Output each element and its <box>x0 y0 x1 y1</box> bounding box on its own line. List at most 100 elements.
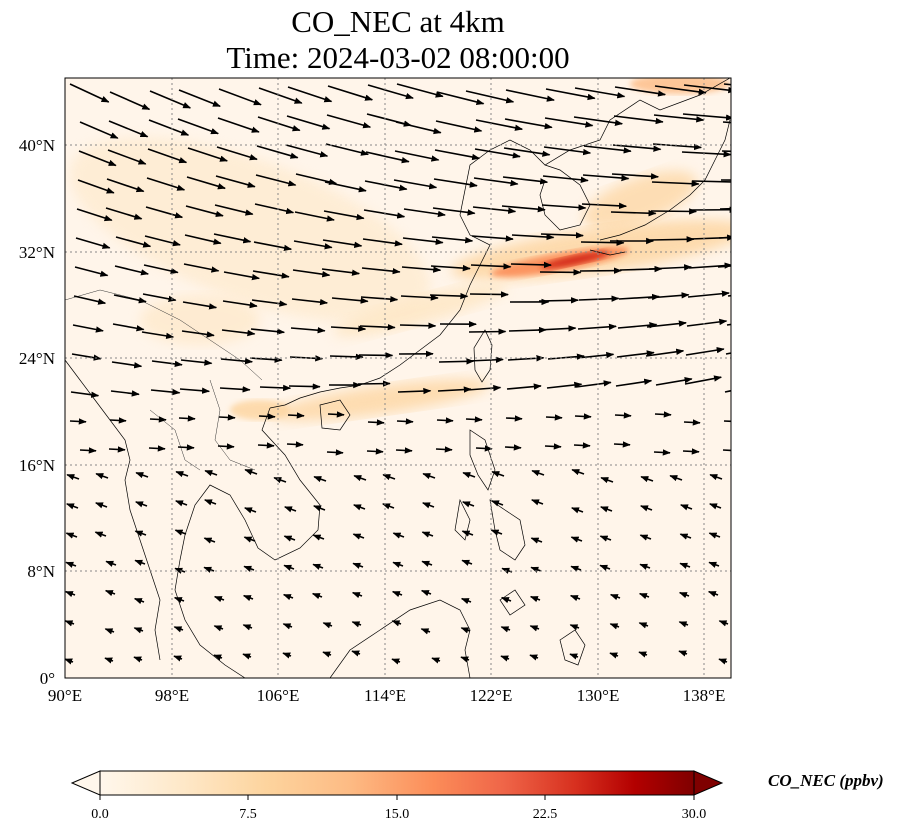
wind-vector-arrow <box>538 297 579 304</box>
wind-vector-arrow <box>649 236 695 243</box>
colorbar-title: CO_NEC (ppbv) <box>768 771 884 790</box>
x-tick-label: 122°E <box>470 686 513 705</box>
wind-vector-arrow <box>363 209 406 219</box>
wind-vector-arrow <box>287 86 333 103</box>
wind-vector-arrow <box>437 386 472 393</box>
wind-vector-arrow <box>353 474 367 482</box>
wind-vector-arrow <box>612 144 662 152</box>
wind-vector-arrow <box>431 657 441 664</box>
wind-vector-arrow <box>640 505 653 512</box>
wind-vector-arrow <box>460 656 470 663</box>
wind-vector-arrow <box>286 441 304 448</box>
wind-vector-arrow <box>613 441 631 448</box>
wind-vector-arrow <box>638 592 650 600</box>
wind-vector-arrow <box>135 471 149 479</box>
wind-vector-arrow <box>175 500 188 507</box>
wind-vector-arrow <box>325 143 369 156</box>
wind-vector-arrow <box>177 118 219 135</box>
wind-vector-arrow <box>504 118 553 130</box>
wind-vector-arrow <box>726 323 731 326</box>
wind-vector-arrow <box>322 239 363 248</box>
wind-vector-arrow <box>254 203 295 215</box>
wind-vector-arrow <box>429 292 469 300</box>
wind-vector-arrow <box>292 269 331 278</box>
wind-vector-arrow <box>150 388 181 396</box>
wind-vector-arrow <box>471 235 514 242</box>
wind-vector-arrow <box>258 413 276 420</box>
wind-vector-arrow <box>95 472 109 480</box>
wind-vector-arrow <box>682 448 700 455</box>
wind-vector-arrow <box>610 209 657 217</box>
wind-vector-arrow <box>285 144 329 158</box>
wind-vector-arrow <box>295 173 338 185</box>
wind-vector-arrow <box>321 268 360 276</box>
wind-vector-arrow <box>359 323 396 331</box>
wind-vector-arrow <box>683 419 701 426</box>
x-axis-tick-labels: 90°E 98°E 106°E 114°E 122°E 130°E 138°E <box>48 686 725 705</box>
wind-vector-arrow <box>645 348 685 357</box>
x-tick-label: 138°E <box>683 686 726 705</box>
wind-vector-arrow <box>180 359 213 366</box>
wind-vector-arrow <box>293 240 333 250</box>
wind-vector-arrow <box>500 596 512 604</box>
wind-vector-arrow <box>678 591 690 599</box>
x-tick-label: 98°E <box>155 686 189 705</box>
wind-vector-arrow <box>324 181 367 193</box>
wind-vector-arrow <box>149 416 167 423</box>
wind-vector-arrow <box>640 475 654 483</box>
wind-vector-arrow <box>147 148 188 164</box>
wind-vector-arrow <box>681 151 731 158</box>
wind-vector-arrow <box>545 88 596 101</box>
wind-vector-arrow <box>173 626 184 633</box>
wind-vector-arrow <box>569 624 580 631</box>
co-concentration-field <box>69 78 731 421</box>
wind-vector-arrow <box>134 530 147 537</box>
wind-vector-arrow <box>213 625 224 632</box>
wind-vector-arrow <box>78 150 117 167</box>
wind-vector-arrow <box>430 264 471 272</box>
wind-vector-arrow <box>399 322 437 329</box>
wind-vector-arrow <box>543 146 592 156</box>
wind-vector-arrow <box>609 652 619 659</box>
y-tick-label: 8°N <box>27 562 55 581</box>
wind-vector-arrow <box>286 115 331 130</box>
wind-vector-arrow <box>133 627 144 634</box>
wind-vector-arrow <box>501 205 546 213</box>
wind-vector-arrow <box>708 561 720 568</box>
wind-vector-arrow <box>105 207 143 220</box>
wind-vector-arrow <box>653 114 705 123</box>
wind-vector-arrow <box>258 87 303 104</box>
wind-vector-arrow <box>364 180 408 191</box>
wind-vector-arrow <box>432 207 476 216</box>
wind-vector-arrow <box>609 623 620 630</box>
wind-vector-arrow <box>135 501 148 508</box>
wind-vector-arrow <box>638 622 649 629</box>
wind-vector-field <box>65 83 731 665</box>
wind-vector-arrow <box>614 86 666 97</box>
wind-vector-arrow <box>396 418 414 425</box>
wind-vector-arrow <box>422 502 435 509</box>
wind-vector-arrow <box>500 626 511 633</box>
wind-vector-arrow <box>331 297 369 304</box>
wind-vector-arrow <box>462 471 476 479</box>
colorbar-tick-label: 30.0 <box>682 807 707 822</box>
wind-vector-arrow <box>282 652 292 659</box>
wind-vector-arrow <box>213 595 225 603</box>
wind-vector-arrow <box>500 655 510 662</box>
wind-vector-arrow <box>290 327 326 334</box>
wind-vector-arrow <box>244 507 257 514</box>
wind-vector-arrow <box>391 620 402 627</box>
y-tick-label: 0° <box>40 669 55 688</box>
wind-vector-arrow <box>242 653 252 660</box>
wind-vector-arrow <box>322 622 333 629</box>
wind-vector-arrow <box>217 117 260 133</box>
wind-vector-arrow <box>104 657 114 664</box>
wind-vector-arrow <box>115 236 152 248</box>
wind-vector-arrow <box>222 300 258 309</box>
wind-vector-arrow <box>283 564 295 571</box>
wind-vector-arrow <box>392 532 405 539</box>
wind-vector-arrow <box>108 446 126 453</box>
wind-vector-arrow <box>650 208 698 215</box>
wind-vector-arrow <box>491 470 505 478</box>
